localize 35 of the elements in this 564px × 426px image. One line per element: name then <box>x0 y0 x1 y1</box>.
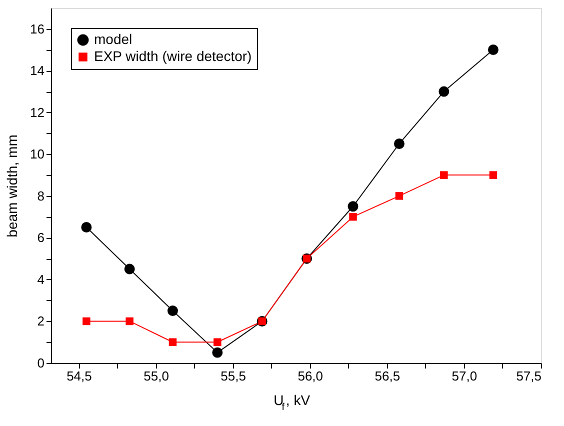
point <box>126 317 134 326</box>
point <box>167 306 178 316</box>
point <box>212 347 223 358</box>
point <box>214 338 222 346</box>
point <box>488 44 498 55</box>
y-tick-label: 8 <box>37 188 44 204</box>
point <box>349 212 357 221</box>
y-tick-label: 0 <box>37 356 44 370</box>
point <box>168 338 177 346</box>
x-tick-label: 55,5 <box>220 368 246 384</box>
y-tick-label: 12 <box>30 104 44 120</box>
point <box>81 222 92 232</box>
x-tick-label: 55,0 <box>144 368 169 384</box>
legend-label: EXP width (wire detector) <box>94 48 252 64</box>
y-tick-label: 16 <box>30 21 44 36</box>
y-axis-title: beam width, mm <box>4 134 20 238</box>
point <box>395 192 404 200</box>
point <box>440 171 448 179</box>
point <box>394 138 404 149</box>
legend-label: model <box>94 31 132 47</box>
y-tick-label: 2 <box>37 314 44 329</box>
point <box>438 86 450 97</box>
y-tick-label: 4 <box>37 272 44 287</box>
x-tick-label: 54,5 <box>66 368 92 384</box>
point <box>124 264 135 274</box>
x-tick-label: 56,0 <box>298 368 324 384</box>
x-tick-label: 57,5 <box>516 368 542 384</box>
y-tick-label: 6 <box>37 230 44 246</box>
x-tick-label: 56,5 <box>374 368 400 384</box>
y-tick-label: 10 <box>30 146 44 162</box>
x-tick-label: 57,0 <box>452 368 478 384</box>
point <box>489 171 498 179</box>
point <box>82 317 90 326</box>
point <box>348 201 358 212</box>
y-tick-label: 14 <box>30 63 44 78</box>
